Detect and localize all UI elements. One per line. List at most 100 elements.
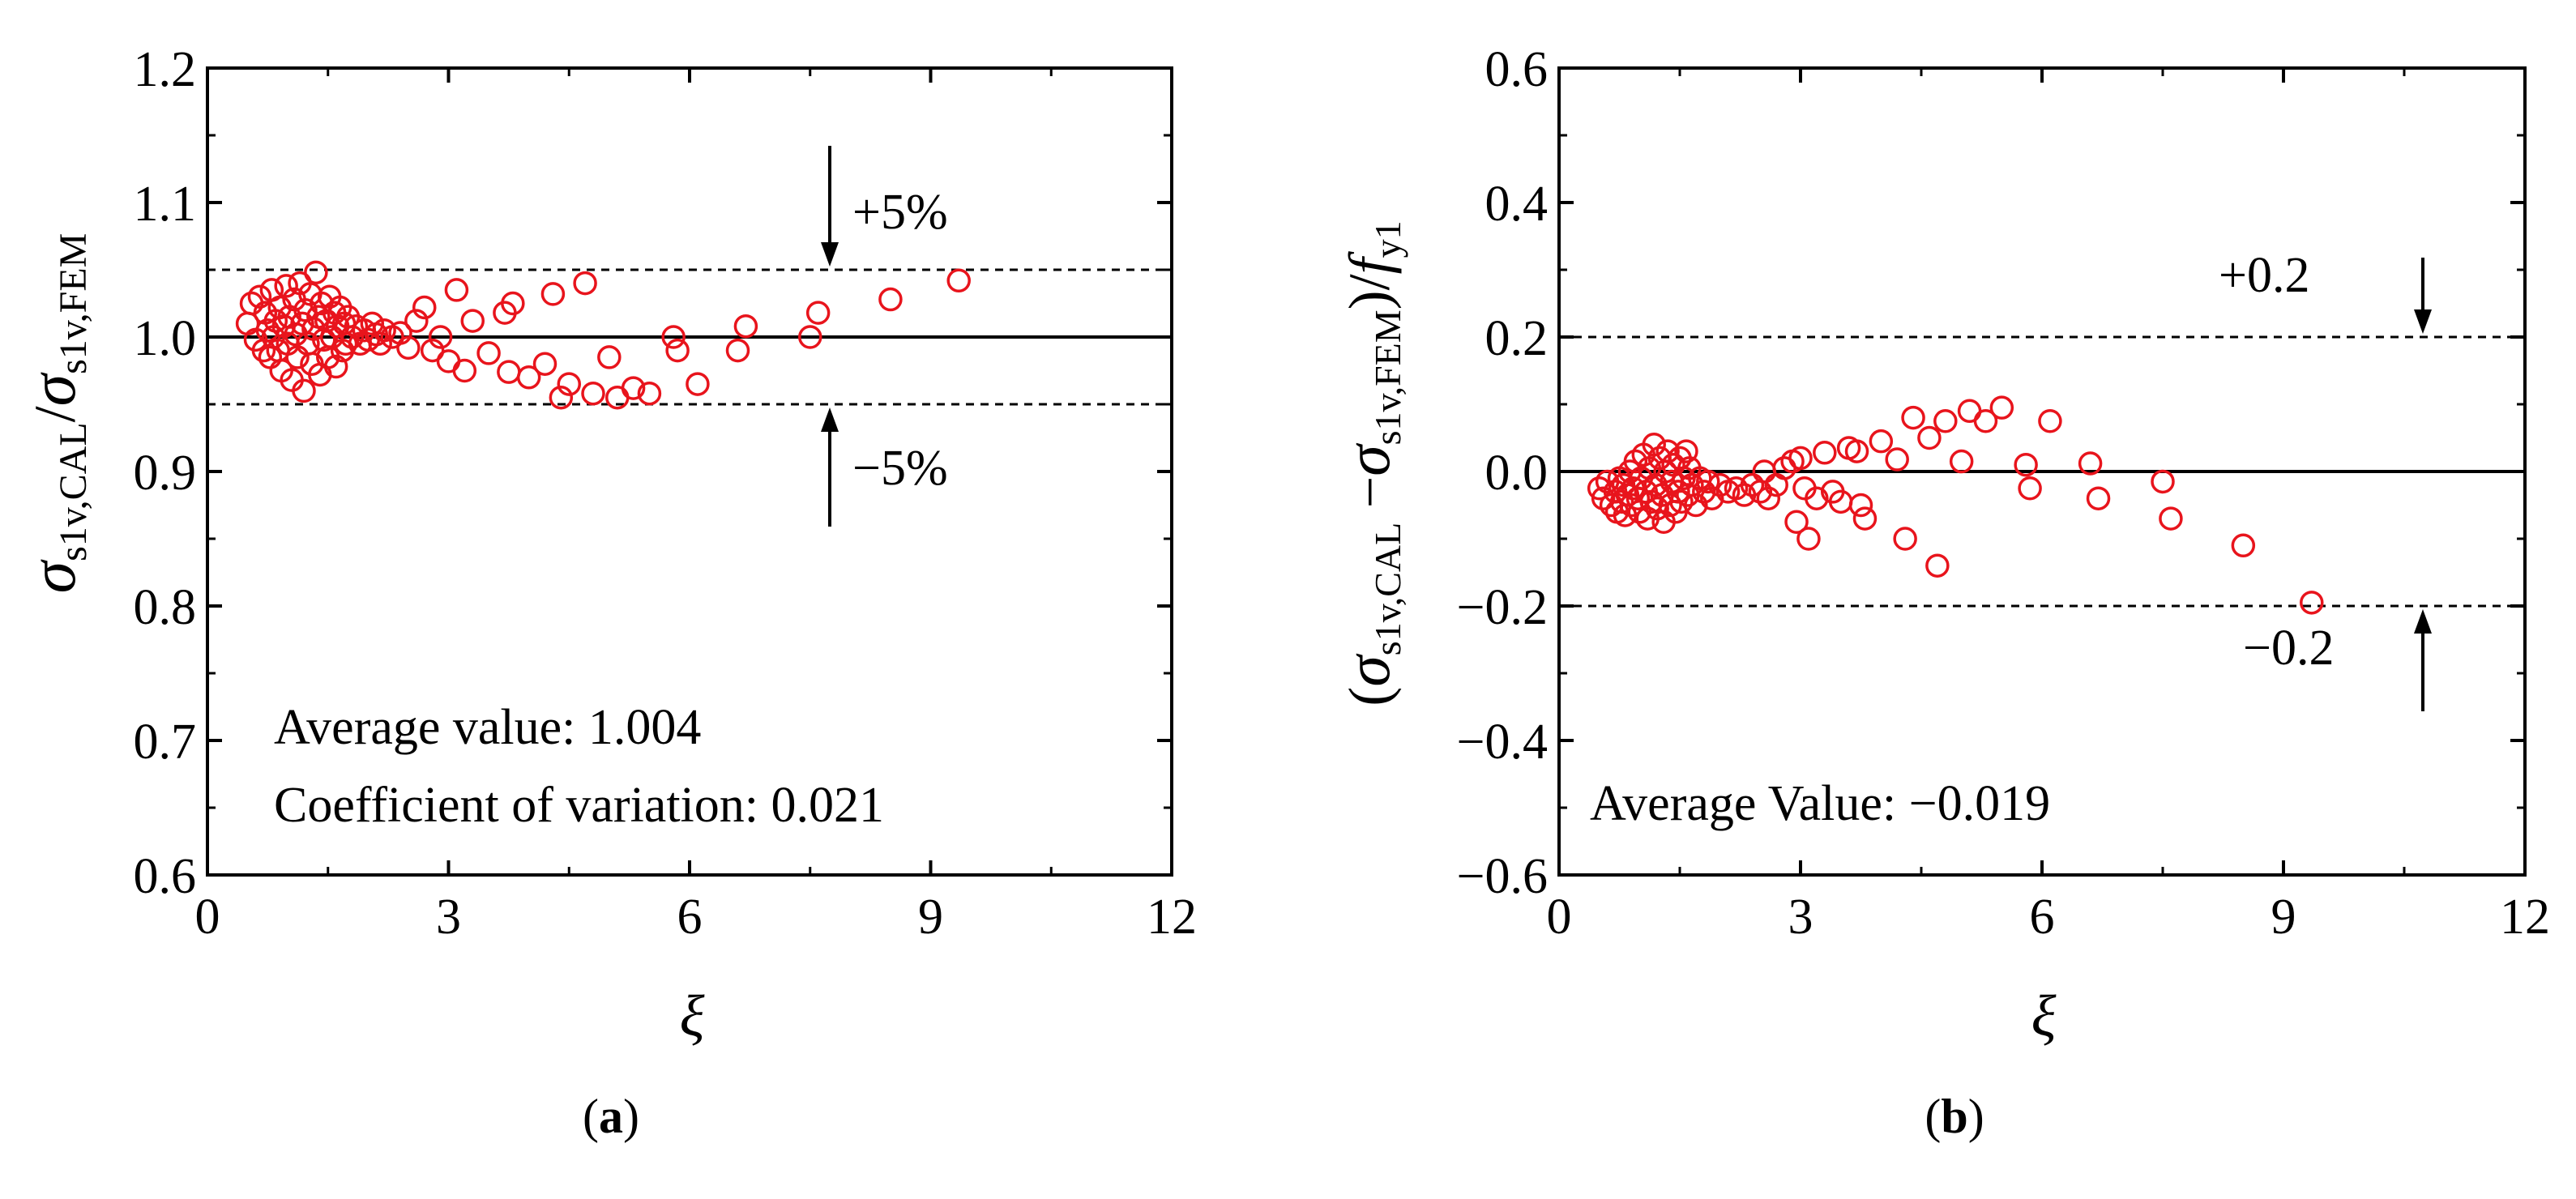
panel-a-data-point: [798, 325, 822, 349]
panel-b-data-point: [1949, 449, 1974, 474]
panel-b-data-point: [1615, 483, 1640, 507]
panel-a-data-point: [532, 352, 557, 376]
panel-a-caption: (a): [583, 1090, 639, 1143]
panel-b-y-axis-label: (σs1v,CAL −σs1v,FEM)/fy1: [1332, 220, 1408, 706]
panel-b-data-point: [1917, 425, 1942, 450]
panel-b: 0 3 6 9 12 −0.6 −0.4 −0.2 0.0 0.2 0.4 0.6 (σs1v,CAL…: [1332, 42, 2550, 1143]
panel-b-data-point: [1852, 506, 1878, 531]
panel-b-y-tick-label: −0.6: [1457, 849, 1548, 904]
panel-b-data-point: [2078, 451, 2103, 476]
panel-a-data-point: [476, 341, 501, 365]
panel-a-x-tick-label: 3: [436, 890, 461, 945]
panel-b-data-point: [1591, 486, 1616, 510]
panel-a-data-point: [404, 309, 429, 333]
panel-b-ticks: 0 3 6 9 12 −0.6 −0.4 −0.2 0.0 0.2 0.4 0.6: [1457, 42, 2550, 945]
panel-a-data-point: [665, 338, 690, 363]
panel-a-data-point: [368, 331, 392, 356]
panel-a-y-tick-label: 0.6: [134, 849, 197, 904]
panel-b-lower-bound-label: −0.2: [2243, 621, 2334, 676]
panel-b-y-tick-label: 0.0: [1485, 446, 1549, 501]
panel-b-data-point: [1707, 472, 1732, 497]
panel-b-data-point: [1724, 476, 1749, 501]
panel-a-data-point: [428, 325, 453, 349]
panel-b-data-point: [2014, 452, 2038, 477]
panel-b-points: [1587, 395, 2324, 615]
panel-b-y-tick-label: 0.6: [1485, 42, 1549, 97]
panel-b-data-point: [1813, 441, 1837, 465]
panel-a-data-point: [497, 360, 521, 384]
panel-a-data-point: [725, 338, 750, 363]
panel-b-data-point: [2151, 469, 2175, 494]
panel-b-data-point: [2038, 409, 2062, 433]
panel-a-data-point: [501, 291, 525, 316]
panel-a-data-point: [360, 311, 385, 336]
panel-a-data-point: [372, 318, 396, 343]
panel-a-y-tick-label: 1.2: [134, 42, 197, 97]
panel-b-data-point: [1666, 480, 1690, 504]
panel-a-data-point: [946, 268, 971, 293]
panel-a-data-point: [661, 325, 686, 349]
panel-b-data-point: [1669, 489, 1694, 514]
panel-a-data-point: [420, 338, 445, 363]
panel-a-data-point: [573, 271, 597, 296]
panel-a-y-tick-label: 0.7: [134, 715, 197, 770]
panel-b-x-axis-label: ξ: [2031, 984, 2057, 1048]
panel-a-data-point: [460, 309, 485, 333]
panel-b-x-tick-label: 0: [1547, 890, 1572, 945]
panel-a-data-point: [549, 385, 574, 410]
panel-b-lower-arrow-head: [2414, 609, 2432, 634]
panel-a: 0 3 6 9 12 0.6 0.7 0.8 0.9 1.0 1.1 1.2 σs1v,CAL/σs1…: [18, 42, 1197, 1143]
panel-a-data-point: [540, 282, 566, 306]
panel-b-data-point: [1692, 480, 1716, 504]
panel-a-x-tick-label: 9: [918, 890, 943, 945]
panel-b-data-point: [1989, 395, 2014, 420]
panel-b-data-point: [1674, 439, 1698, 463]
panel-a-y-tick-label: 0.8: [134, 580, 197, 635]
panel-a-data-point: [247, 284, 272, 309]
panel-a-data-point: [436, 349, 461, 373]
panel-b-data-point: [2086, 486, 2111, 510]
panel-a-data-point: [621, 376, 646, 400]
panel-a-x-tick-label: 6: [677, 890, 703, 945]
panel-b-data-point: [1848, 493, 1873, 518]
panel-a-y-axis-label: σs1v,CAL/σs1v,FEM: [18, 233, 95, 594]
panel-a-y-tick-label: 1.1: [134, 177, 197, 232]
panel-b-average-annotation: Average Value: −0.019: [1590, 776, 2050, 831]
panel-b-data-point: [1925, 553, 1950, 578]
panel-a-upper-bound-label: +5%: [852, 185, 948, 240]
panel-a-x-tick-label: 0: [195, 890, 220, 945]
panel-a-data-point: [581, 381, 605, 406]
panel-a-data-point: [805, 301, 831, 325]
panel-a-x-axis-label: ξ: [680, 984, 705, 1048]
panel-a-data-point: [274, 274, 298, 298]
panel-a-x-tick-label: 12: [1147, 890, 1197, 945]
panel-a-points: [235, 260, 971, 410]
panel-b-y-tick-label: −0.4: [1457, 715, 1548, 770]
panel-b-data-point: [1655, 439, 1680, 463]
panel-a-data-point: [333, 331, 358, 356]
panel-a-data-point: [733, 314, 758, 339]
panel-b-data-point: [1645, 496, 1669, 521]
panel-b-data-point: [1788, 446, 1813, 471]
panel-a-data-point: [304, 260, 328, 285]
panel-b-x-tick-label: 6: [2030, 890, 2055, 945]
panel-a-data-point: [878, 287, 903, 312]
panel-b-data-point: [1869, 429, 1894, 454]
panel-b-data-point: [1699, 486, 1724, 510]
panel-a-data-point: [292, 378, 316, 403]
panel-b-data-point: [1623, 449, 1648, 474]
panel-b-data-point: [1901, 405, 1925, 430]
panel-a-data-point: [637, 381, 662, 406]
panel-b-upper-bound-label: +0.2: [2219, 248, 2309, 303]
panel-b-data-point: [1740, 472, 1765, 497]
panel-a-lower-bound-label: −5%: [852, 441, 948, 496]
panel-b-data-point: [1805, 486, 1829, 510]
panel-b-data-point: [1696, 469, 1720, 494]
panel-b-marks: [1559, 258, 2525, 711]
panel-a-cov-annotation: Coefficient of variation: 0.021: [274, 778, 884, 833]
panel-a-upper-arrow-head: [821, 242, 839, 267]
panel-b-data-point: [2231, 533, 2256, 558]
panel-a-lower-arrow-head: [821, 407, 839, 432]
panel-b-data-point: [1933, 409, 1958, 433]
